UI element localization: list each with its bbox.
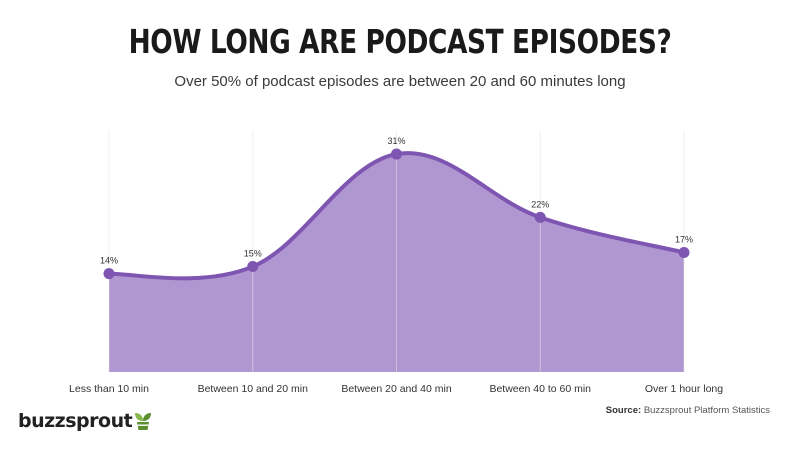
data-point [534,211,546,223]
x-tick-label: Less than 10 min [69,383,149,395]
logo-text: buzzsprout [18,410,133,432]
sprout-icon [135,413,152,430]
data-point [678,246,690,258]
chart-subtitle: Over 50% of podcast episodes are between… [174,73,626,90]
data-label: 31% [387,136,405,146]
x-tick-label: Between 10 and 20 min [198,383,308,395]
x-tick-label: Between 40 to 60 min [489,383,591,395]
x-tick-label: Between 20 and 40 min [341,383,451,395]
chart-title: HOW LONG ARE PODCAST EPISODES? [128,22,672,61]
source-text: Buzzsprout Platform Statistics [643,405,770,416]
source-label: Source: [605,405,642,416]
data-point [391,148,402,160]
data-label: 14% [100,256,118,266]
data-point [103,268,115,280]
buzzsprout-logo: buzzsprout [18,410,152,432]
source-note: Source: Buzzsprout Platform Statistics [606,405,770,416]
x-tick-label: Over 1 hour long [645,383,723,395]
data-label: 22% [531,199,549,209]
data-label: 15% [244,249,262,259]
data-label: 17% [675,234,693,244]
data-point [247,261,259,273]
